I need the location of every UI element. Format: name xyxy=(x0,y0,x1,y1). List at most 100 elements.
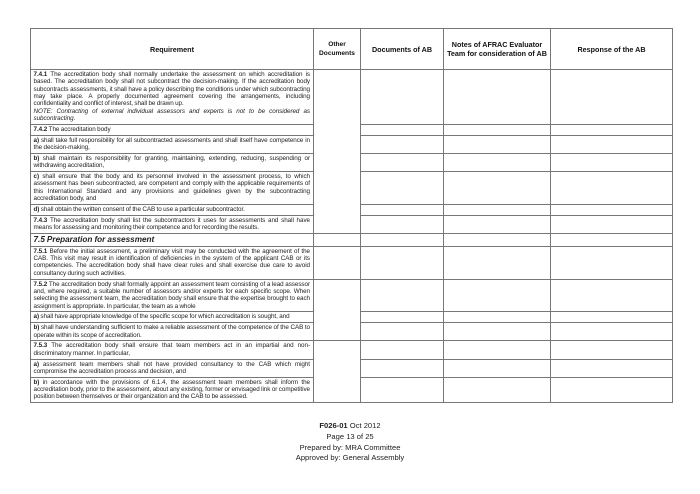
clause-number: 7.5 xyxy=(33,235,47,245)
clause-number: b) xyxy=(33,154,43,162)
response-of-ab-cell xyxy=(550,278,673,313)
response-of-ab-cell xyxy=(550,358,673,378)
requirement-cell: b) in accordance with the provisions of … xyxy=(30,376,314,404)
documents-of-ab-cell xyxy=(360,123,444,136)
other-documents-cell xyxy=(313,340,361,404)
clause-number: 7.4.3 xyxy=(33,216,50,224)
response-of-ab-cell xyxy=(550,134,673,154)
requirement-cell: a) shall have appropriate knowledge of t… xyxy=(30,311,314,324)
clause-number: a) xyxy=(33,360,43,368)
page-footer: F026-01 Oct 2012 Page 13 of 25 Prepared … xyxy=(0,421,700,464)
clause-text: The accreditation body shall list the su… xyxy=(33,216,311,232)
requirement-cell: 7.5.1 Before the initial assessment, a p… xyxy=(30,245,314,280)
requirement-cell: a) shall take full responsibility for al… xyxy=(30,134,314,154)
clause-number: 7.5.2 xyxy=(33,280,49,288)
clause-text: shall have appropriate knowledge of the … xyxy=(40,313,290,321)
clause-text: shall obtain the written consent of the … xyxy=(40,206,245,213)
documents-of-ab-cell xyxy=(360,233,444,247)
col-header-other-documents: Other Documents xyxy=(313,28,361,70)
table-row: d) shall obtain the written consent of t… xyxy=(30,204,673,216)
documents-of-ab-cell xyxy=(360,204,444,216)
notes-of-afrac-cell xyxy=(443,204,551,216)
footer-doc-id: F026-01 Oct 2012 xyxy=(0,421,700,432)
notes-of-afrac-cell xyxy=(443,376,551,404)
clause-number: c) xyxy=(33,173,43,181)
documents-of-ab-cell xyxy=(360,278,444,313)
notes-of-afrac-cell xyxy=(443,69,551,125)
requirements-table: Requirement Other Documents Documents of… xyxy=(30,28,673,404)
table-header-row: Requirement Other Documents Documents of… xyxy=(30,28,673,70)
table-row: b) shall have understanding sufficient t… xyxy=(30,322,673,342)
table-row: 7.4.1 The accreditation body shall norma… xyxy=(30,68,673,235)
notes-of-afrac-cell xyxy=(443,123,551,136)
requirement-cell: 7.5.2 The accreditation body shall forma… xyxy=(30,278,314,313)
documents-of-ab-cell xyxy=(360,358,444,378)
requirement-cell: c) shall ensure that the body and its pe… xyxy=(30,171,314,205)
notes-of-afrac-cell xyxy=(443,214,551,235)
response-of-ab-cell xyxy=(550,152,673,173)
col-header-documents-of-ab: Documents of AB xyxy=(360,28,444,70)
response-of-ab-cell xyxy=(550,311,673,324)
clause-number: 7.4.2 xyxy=(33,125,49,133)
footer-doc-code: F026-01 xyxy=(319,421,348,430)
col-header-response-of-ab: Response of the AB xyxy=(550,28,673,70)
clause-text: shall maintain its responsibility for gr… xyxy=(33,154,311,170)
clause-text: shall have understanding sufficient to m… xyxy=(33,324,311,339)
response-of-ab-cell xyxy=(550,123,673,136)
requirement-cell: a) assessment team members shall not hav… xyxy=(30,358,314,378)
footer-doc-date: Oct 2012 xyxy=(347,421,381,430)
table-row: 7.5 Preparation for assessment xyxy=(30,233,673,247)
clause-number: a) xyxy=(33,313,41,321)
response-of-ab-cell xyxy=(550,69,673,125)
clause-number: d) xyxy=(33,206,41,213)
requirement-cell: d) shall obtain the written consent of t… xyxy=(30,204,314,216)
footer-prepared-by: Prepared by: MRA Committee xyxy=(299,442,401,452)
response-of-ab-cell xyxy=(550,233,673,247)
response-of-ab-cell xyxy=(550,245,673,280)
footer-page-number: Page 13 of 25 xyxy=(326,431,374,441)
other-documents-cell xyxy=(313,278,361,342)
documents-of-ab-cell xyxy=(360,311,444,324)
notes-of-afrac-cell xyxy=(443,171,551,205)
clause-text: Before the initial assessment, a prelimi… xyxy=(33,247,311,277)
requirement-cell: b) shall maintain its responsibility for… xyxy=(30,152,314,173)
response-of-ab-cell xyxy=(550,214,673,235)
other-documents-cell xyxy=(313,233,361,247)
clause-number: 7.4.1 xyxy=(33,71,51,78)
documents-of-ab-cell xyxy=(360,245,444,280)
documents-of-ab-cell xyxy=(360,322,444,342)
table-row: 7.5.3 The accreditation body shall ensur… xyxy=(30,340,673,404)
notes-of-afrac-cell xyxy=(443,278,551,313)
table-row: b) shall maintain its responsibility for… xyxy=(30,152,673,173)
response-of-ab-cell xyxy=(550,322,673,342)
notes-of-afrac-cell xyxy=(443,245,551,280)
notes-of-afrac-cell xyxy=(443,340,551,360)
clause-text: The accreditation body shall ensure that… xyxy=(33,342,311,357)
clause-text: shall take full responsibility for all s… xyxy=(33,136,311,152)
col-header-notes-of-afrac: Notes of AFRAC Evaluator Team for consid… xyxy=(443,28,551,70)
clause-text: Preparation for assessment xyxy=(46,235,155,245)
clause-number: b) xyxy=(33,378,43,386)
clause-text: in accordance with the provisions of 6.1… xyxy=(33,378,311,401)
clause-note: NOTE: Contracting of external individual… xyxy=(33,107,311,123)
section-heading-cell: 7.5 Preparation for assessment xyxy=(30,233,314,247)
response-of-ab-cell xyxy=(550,376,673,404)
clause-text: shall ensure that the body and its perso… xyxy=(33,173,311,203)
clause-number: a) xyxy=(33,136,41,144)
other-documents-cell xyxy=(313,68,361,235)
col-header-requirement: Requirement xyxy=(30,28,314,70)
notes-of-afrac-cell xyxy=(443,233,551,247)
clause-text: assessment team members shall not have p… xyxy=(33,360,311,375)
clause-text: The accreditation body xyxy=(48,125,111,133)
table-row: 7.5.1 Before the initial assessment, a p… xyxy=(30,245,673,280)
requirement-cell: 7.4.1 The accreditation body shall norma… xyxy=(30,69,314,125)
table-row: a) shall take full responsibility for al… xyxy=(30,134,673,154)
table-row: 7.4.3 The accreditation body shall list … xyxy=(30,214,673,235)
other-documents-cell xyxy=(313,245,361,280)
table-row: a) assessment team members shall not hav… xyxy=(30,358,673,378)
notes-of-afrac-cell xyxy=(443,311,551,324)
documents-of-ab-cell xyxy=(360,376,444,404)
documents-of-ab-cell xyxy=(360,214,444,235)
requirement-cell: 7.4.2 The accreditation body xyxy=(30,123,314,136)
